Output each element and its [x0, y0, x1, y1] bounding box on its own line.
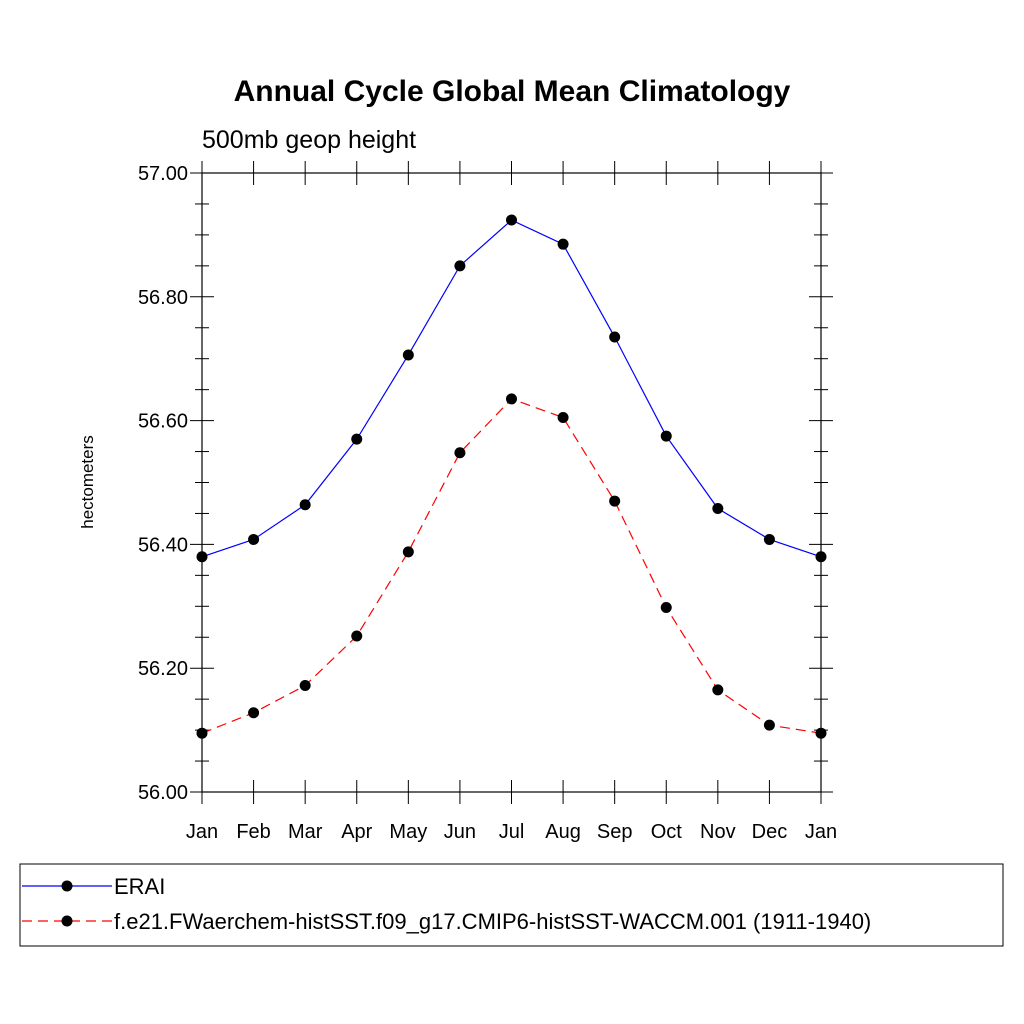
series-1-point [196, 551, 208, 563]
x-tick-label: Dec [752, 821, 788, 843]
y-tick-label: 56.00 [138, 782, 188, 804]
series-1-point [712, 502, 724, 514]
series-1-point [299, 499, 311, 511]
series-2-point [196, 727, 208, 739]
x-tick-label: Oct [651, 821, 683, 843]
legend-marker-2 [61, 915, 73, 927]
x-tick-label: Jan [805, 821, 837, 843]
y-tick-label: 56.80 [138, 287, 188, 309]
y-tick-label: 57.00 [138, 163, 188, 185]
series-1 [196, 214, 827, 563]
series-1-point [763, 533, 775, 545]
series-1-point [557, 238, 569, 250]
x-tick-label: Feb [236, 821, 270, 843]
x-tick-label: Mar [288, 821, 323, 843]
series-2-point [557, 412, 569, 424]
series-1-point [248, 533, 260, 545]
x-tick-label: Aug [545, 821, 581, 843]
series-2-point [299, 680, 311, 692]
axis-ticks [190, 161, 833, 804]
series-2-point [660, 602, 672, 614]
series-1-point [506, 214, 517, 226]
series-2-point [248, 707, 260, 719]
series-2 [196, 393, 827, 739]
series-1-point [609, 331, 621, 343]
series-2-point [712, 684, 724, 696]
series-2-point [609, 495, 621, 507]
series-1-point [815, 551, 827, 563]
legend-label-1: ERAI [114, 874, 165, 899]
x-tick-label: May [389, 821, 427, 843]
x-tick-label: Jul [499, 821, 525, 843]
series-line-2 [201, 398, 822, 734]
series-2-point [815, 727, 827, 739]
series-1-point [402, 349, 414, 361]
y-tick-label: 56.40 [138, 534, 188, 556]
series-1-point [351, 433, 363, 445]
series-layer [196, 214, 827, 739]
series-1-point [454, 260, 466, 272]
y-tick-labels: 56.00 56.20 56.40 56.60 56.80 57.00 [138, 163, 188, 804]
series-2-point [402, 546, 414, 558]
legend-marker-1 [61, 880, 73, 892]
legend: ERAI f.e21.FWaerchem-histSST.f09_g17.CMIP… [22, 874, 871, 934]
x-tick-label: Nov [700, 821, 736, 843]
plot-frame [201, 172, 822, 793]
chart-subtitle: 500mb geop height [202, 126, 416, 154]
series-2-point [351, 630, 363, 642]
x-tick-label: Sep [597, 821, 633, 843]
chart-title: Annual Cycle Global Mean Climatology [234, 75, 791, 108]
series-2-point [454, 447, 466, 459]
x-tick-label: Jun [444, 821, 476, 843]
y-axis-label: hectometers [78, 435, 97, 529]
x-tick-label: Apr [341, 821, 372, 843]
x-tick-label: Jan [186, 821, 218, 843]
y-tick-label: 56.60 [138, 411, 188, 433]
series-2-point [763, 719, 775, 731]
legend-label-2: f.e21.FWaerchem-histSST.f09_g17.CMIP6-hi… [114, 909, 871, 934]
x-tick-labels: Jan Feb Mar Apr May Jun Jul Aug Sep Oct Nov Dec Jan [186, 821, 837, 843]
legend-box [19, 863, 1004, 947]
series-line-1 [201, 219, 822, 558]
series-2-point [506, 393, 517, 405]
y-tick-label: 56.20 [138, 658, 188, 680]
series-1-point [660, 430, 672, 442]
